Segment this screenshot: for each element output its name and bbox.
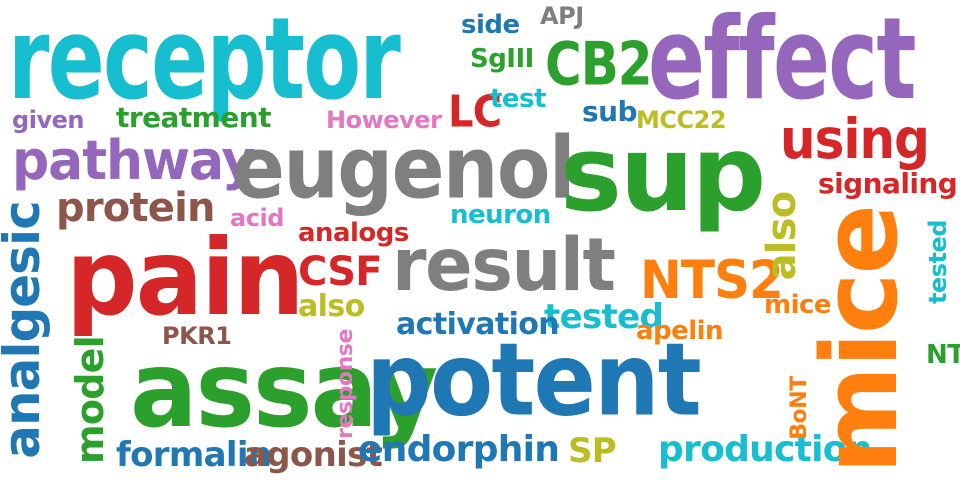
- word-pkr1: mice: [764, 290, 832, 320]
- word-apelin: also: [298, 289, 365, 324]
- word-treatment: treatment: [116, 101, 271, 134]
- word-production: production: [658, 429, 872, 470]
- word-cb2: CB2: [545, 29, 653, 99]
- word-potent: activation: [396, 307, 560, 342]
- word-given: given: [12, 106, 85, 134]
- word-analgesic: apelin: [636, 316, 724, 346]
- word-pathway: pathway: [12, 129, 255, 193]
- word-assay: tested: [544, 297, 664, 337]
- word-sup: sup: [560, 113, 766, 235]
- word-eugenol: eugenol: [232, 119, 576, 219]
- word-signaling: signaling: [818, 167, 958, 200]
- word-however: However: [326, 106, 442, 134]
- word-csf: CSF: [298, 249, 383, 295]
- word-acid: acid: [230, 204, 284, 232]
- word-test: test: [490, 84, 546, 114]
- word-neuron: neuron: [450, 200, 551, 230]
- word-mcc22: MCC22: [636, 106, 727, 134]
- word-cell: assay: [130, 328, 438, 452]
- word-primary: PKR1: [162, 322, 232, 350]
- word-side: side: [461, 10, 520, 40]
- word-apj: APJ: [540, 2, 584, 30]
- word-protein: protein: [56, 185, 215, 231]
- word-using: using: [780, 107, 930, 172]
- word-formalin: formalin: [116, 435, 272, 475]
- word-pain: pain: [66, 216, 305, 340]
- word-endorphin: endorphin: [358, 429, 560, 470]
- word-lc: LC: [448, 86, 502, 138]
- word-receptor: receptor: [8, 0, 401, 125]
- word-nts2: NTS2: [640, 249, 784, 311]
- word-result: result: [392, 221, 616, 308]
- word-nt: NT: [926, 340, 960, 370]
- word-sp: SP: [568, 431, 617, 471]
- word-effect: effect: [648, 0, 917, 125]
- word-analogs: analogs: [298, 218, 409, 248]
- word-induced: potent: [366, 321, 702, 439]
- word-sgiii: SgIII: [470, 44, 534, 74]
- word-agonist: agonist: [244, 435, 383, 475]
- word-sub: sub: [582, 95, 638, 128]
